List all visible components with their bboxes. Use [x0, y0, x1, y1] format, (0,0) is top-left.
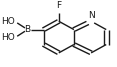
Text: B: B: [24, 25, 31, 34]
Text: F: F: [56, 1, 61, 10]
Text: N: N: [88, 11, 95, 20]
Text: HO: HO: [1, 33, 15, 42]
Text: HO: HO: [1, 17, 15, 26]
